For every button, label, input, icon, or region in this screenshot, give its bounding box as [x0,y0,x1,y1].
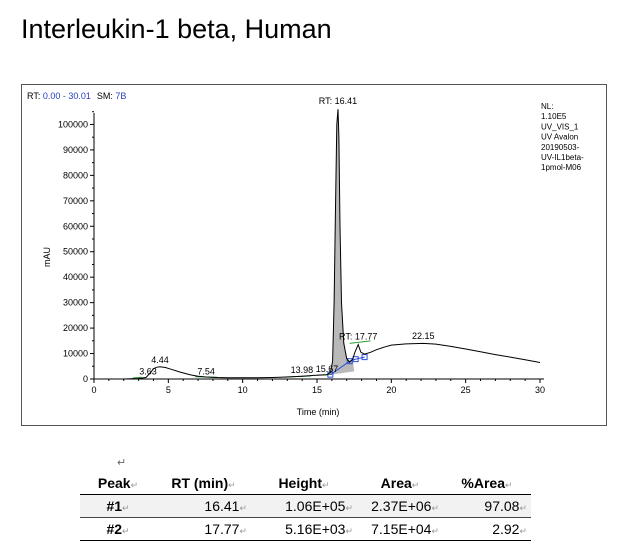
x-tick-label: 25 [461,385,471,395]
table-row: #1↵ 16.41↵ 1.06E+05↵ 2.37E+06↵ 97.08↵ [80,494,531,518]
y-tick-label: 100000 [58,119,88,129]
x-axis-label: Time (min) [297,407,340,417]
chromatogram-chart: RT: 0.00 - 30.01 SM: 7B NL: 1.10E5 UV_VIS_1… [21,84,607,426]
axes: 0 5 10 15 20 25 30 0 10000 20000 30000 40000 50000 60… [58,111,545,395]
table-cell-percent-area: 97.08↵ [443,494,531,518]
table-cell-rt: 17.77↵ [156,517,251,541]
x-tick-label: 5 [166,385,171,395]
info-line: 20190503- [541,143,580,152]
table-header-row: Peak↵ RT (min)↵ Height↵ Area↵ %Area↵ [80,472,531,495]
baseline-marker [346,358,353,365]
x-tick-label: 15 [312,385,322,395]
info-line: UV Avalon [541,133,578,142]
info-line: 1pmol-M06 [541,163,582,172]
table-cell-rt: 16.41↵ [156,494,251,518]
y-tick-label: 70000 [63,196,88,206]
table-header-percent-area: %Area↵ [443,472,531,495]
table-cell-peak: #2↵ [80,517,156,541]
table-cell-height: 5.16E+03↵ [251,517,357,541]
peak-label: 7.54 [197,366,215,376]
info-line: 1.10E5 [541,112,567,121]
peak-label: RT: 16.41 [319,96,357,106]
table-header-peak: Peak↵ [80,472,156,495]
table-header-height: Height↵ [251,472,357,495]
baseline-segment [132,376,142,379]
peak-label: 22.15 [412,331,435,341]
x-tick-label: 10 [238,385,248,395]
peak-label: 15.67 [316,364,339,374]
y-tick-label: 0 [83,374,88,384]
y-tick-label: 40000 [63,272,88,282]
table-cell-height: 1.06E+05↵ [251,494,357,518]
chromatogram-trace [94,109,541,380]
peak-label: 3.63 [139,366,157,376]
trace-group [94,109,541,380]
table-header-rt: RT (min)↵ [156,472,251,495]
x-tick-label: 30 [535,385,545,395]
x-tick-label: 20 [386,385,396,395]
peak-table: Peak↵ RT (min)↵ Height↵ Area↵ %Area↵ #1↵… [80,472,531,541]
peak-label-group: 3.634.44 7.54 13.98 15.67 RT: 16.41 RT: 17.77… [139,96,434,376]
x-tick-label: 0 [91,385,96,395]
table-cell-area: 7.15E+04↵ [357,517,443,541]
table-header-area: Area↵ [357,472,443,495]
info-line: UV_VIS_1 [541,122,579,131]
y-tick-label: 80000 [63,170,88,180]
y-tick-label: 60000 [63,221,88,231]
y-tick-label: 90000 [63,145,88,155]
info-line: UV-IL1beta- [541,153,584,162]
baseline-segment [349,340,371,344]
peak-label: 13.98 [291,365,314,375]
peak-label: 4.44 [151,355,169,365]
table-row: #2↵ 17.77↵ 5.16E+03↵ 7.15E+04↵ 2.92↵ [80,517,531,541]
info-line: NL: [541,102,553,111]
table-cell-area: 2.37E+06↵ [357,494,443,518]
y-tick-label: 10000 [63,349,88,359]
chromatogram-svg: RT: 0.00 - 30.01 SM: 7B NL:1.10E5UV_VIS_1… [27,91,584,417]
y-tick-label: 50000 [63,247,88,257]
y-tick-label: 20000 [63,323,88,333]
y-axis-label: mAU [42,247,52,267]
header-rt-label: RT: 0.00 - 30.01 SM: 7B [27,91,126,101]
y-tick-label: 30000 [63,298,88,308]
peak-label: RT: 17.77 [339,332,377,342]
page-title: Interleukin-1 beta, Human [21,14,332,44]
paragraph-mark: ↵ [117,457,127,469]
table-cell-peak: #1↵ [80,494,156,518]
table-cell-percent-area: 2.92↵ [443,517,531,541]
